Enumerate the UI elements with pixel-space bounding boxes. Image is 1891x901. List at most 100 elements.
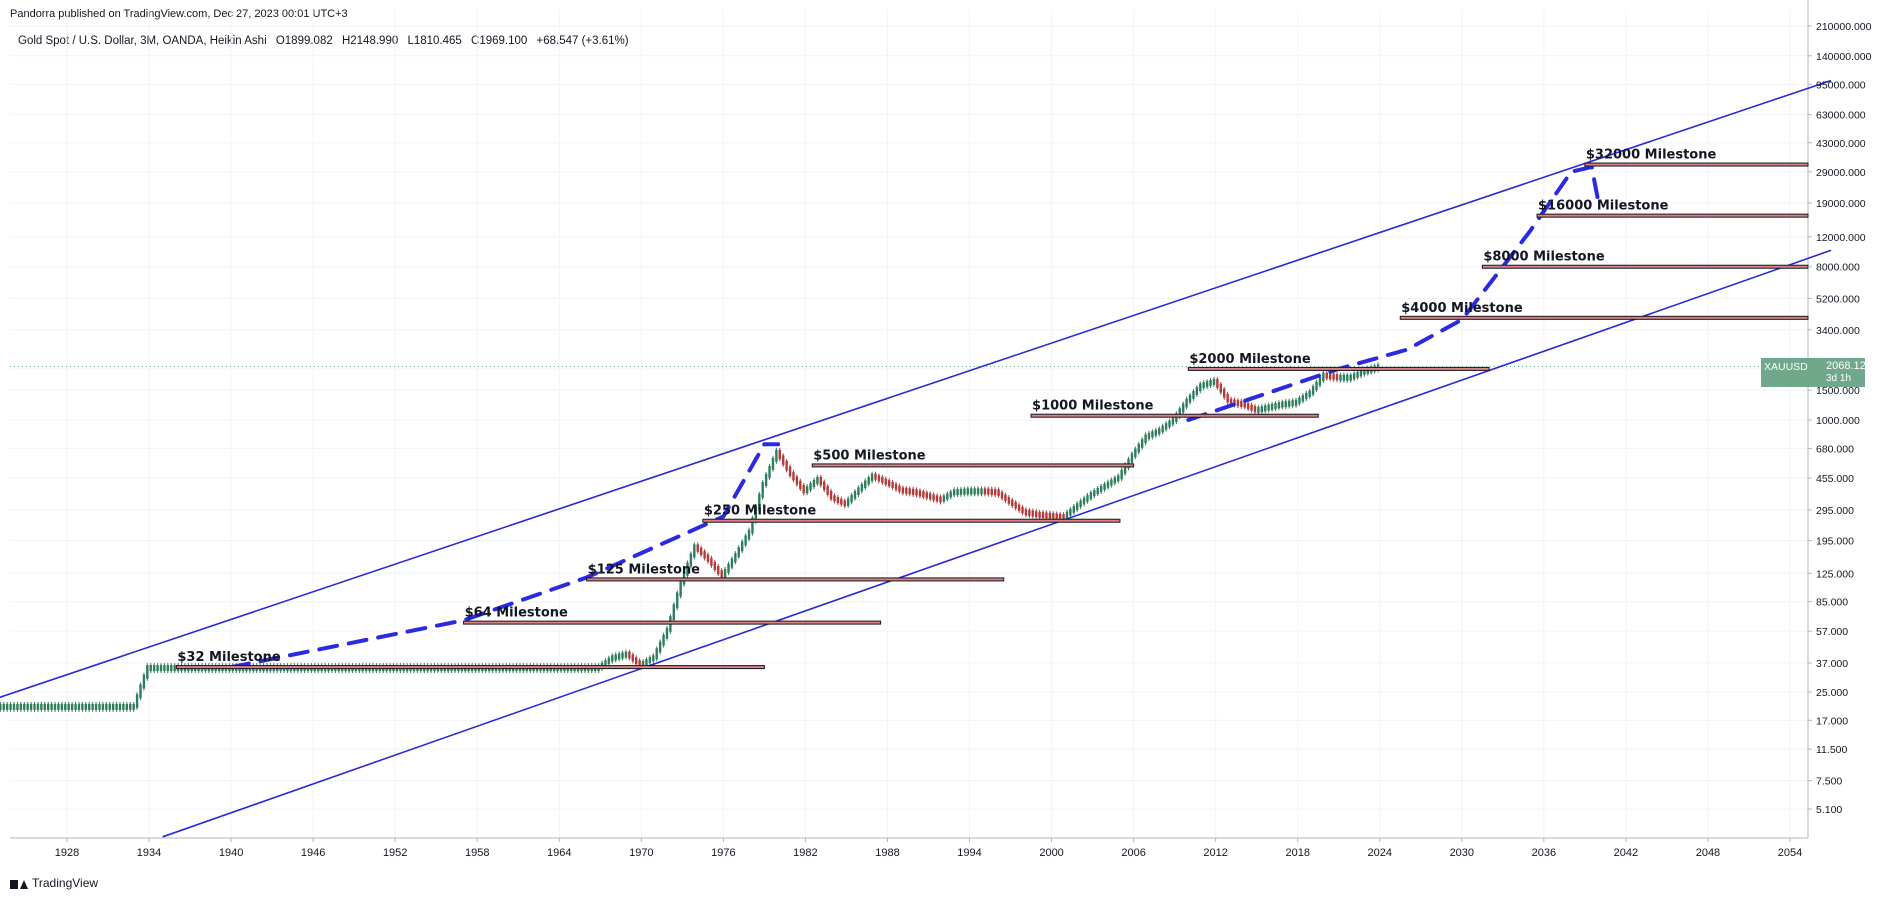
y-tick-label: 25.000 [1816,687,1848,699]
candle-body [990,488,993,495]
candle-body [775,449,778,462]
candle-body [1079,500,1082,508]
y-tick-label: 5.100 [1816,804,1842,816]
candle-body [105,703,108,710]
candle-body [665,627,669,639]
candle-body [81,703,84,710]
candle-body [877,475,881,482]
y-tick-label: 57.000 [1816,626,1848,638]
candle-body [43,703,46,710]
milestone-line [1399,315,1809,320]
x-tick-label: 1982 [793,847,817,859]
candle-body [898,485,901,492]
milestone-line [586,577,1005,582]
candle-body [1144,434,1147,444]
candle-body [1325,372,1328,379]
candle-body [1089,492,1093,500]
channel-lower-line [162,249,1832,838]
candle-body [744,535,747,546]
candle-body [946,493,949,500]
candle-body [846,498,850,506]
x-tick-label: 1934 [137,847,161,859]
milestone-label: $16000 Milestone [1538,199,1669,214]
y-tick-label: 95000.000 [1816,79,1866,91]
candle-body [884,478,887,485]
candle-body [980,488,983,495]
candle-body [1130,453,1134,463]
candle-body [970,488,973,495]
candle-body [905,487,908,494]
candle-body [829,490,833,500]
milestone-line [1187,366,1490,371]
candle-body [860,483,864,492]
candle-body [604,660,607,667]
candle-body [23,703,26,710]
candle-body [788,466,792,477]
candle-body [959,488,963,495]
candle-body [1264,405,1267,412]
candle-body [1257,406,1260,413]
channel-upper-line [0,79,1832,699]
y-tick-label: 455.000 [1816,473,1854,485]
candle-body [142,674,146,689]
candle-body [799,480,802,490]
candle-body [1028,509,1031,516]
candle-body [1065,511,1069,519]
candle-body [1318,377,1322,386]
candle-body [706,554,710,562]
candle-body [1052,513,1055,520]
candle-body [2,703,5,710]
y-tick-label: 125.000 [1816,568,1854,580]
candle-body [963,488,966,495]
candle-body [1260,406,1264,413]
candle-body [1305,392,1308,400]
x-tick-label: 1964 [547,847,571,859]
candle-body [118,703,122,710]
candle-body [1168,420,1171,428]
candle-body [621,652,624,659]
candle-body [925,492,928,499]
tradingview-brand[interactable]: TradingView [10,876,98,890]
candle-body [132,703,135,710]
candle-body [747,529,751,540]
candle-body [1192,391,1195,399]
candle-body [1233,399,1236,406]
candle-body [1151,431,1154,438]
candle-body [1335,374,1339,381]
candle-body [758,493,761,510]
candle-body [809,483,812,491]
candle-body [1072,505,1075,513]
candle-body [1140,439,1144,448]
x-tick-label: 2000 [1039,847,1063,859]
candle-body [50,703,53,710]
candle-body [40,703,43,710]
candle-body [840,498,843,505]
candle-body [734,553,737,563]
candle-body [672,604,676,621]
candle-body [1291,400,1294,407]
x-tick-label: 1976 [711,847,735,859]
candle-body [0,703,2,710]
y-tick-label: 1000.000 [1816,415,1860,427]
candle-body [911,488,915,495]
candle-body [1328,373,1332,380]
candle-body [956,489,959,496]
candle-body [710,557,713,566]
candle-body [1315,381,1318,391]
candle-body [1250,404,1253,411]
candle-body [1086,495,1089,502]
milestone-levels: $32 Milestone $64 Milestone $125 Milestone… [175,148,1809,670]
candle-body [1123,464,1127,474]
candle-body [740,541,744,552]
y-tick-label: 195.000 [1816,535,1854,547]
candle-body [1045,512,1048,519]
y-tick-label: 43000.000 [1816,138,1866,150]
candle-body [850,494,853,503]
candle-body [1339,374,1342,381]
candle-body [638,660,641,668]
candle-body [135,694,139,708]
candle-body [1134,448,1137,458]
candle-body [1181,403,1185,413]
candle-body [156,665,159,672]
